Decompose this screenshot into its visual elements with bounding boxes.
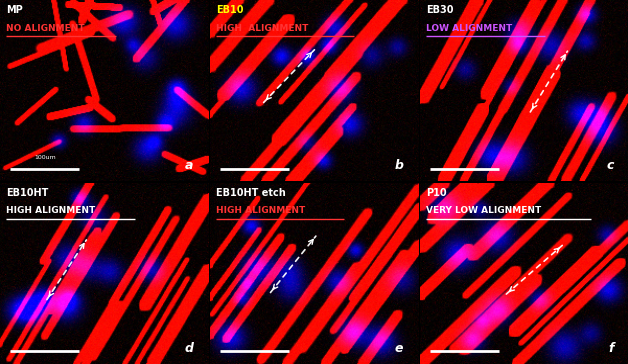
Text: NO ALIGNMENT: NO ALIGNMENT [6,24,85,32]
Text: VERY LOW ALIGNMENT: VERY LOW ALIGNMENT [426,206,541,215]
Text: EB10HT: EB10HT [6,188,48,198]
Text: f: f [608,342,614,355]
Text: EB10: EB10 [216,5,244,15]
Text: 100um: 100um [34,155,56,159]
Text: a: a [185,159,193,172]
Text: e: e [395,342,404,355]
Text: HIGH ALIGNMENT: HIGH ALIGNMENT [6,206,95,215]
Text: d: d [185,342,193,355]
Text: LOW ALIGNMENT: LOW ALIGNMENT [426,24,512,32]
Text: P10: P10 [426,188,447,198]
Text: EB30: EB30 [426,5,453,15]
Text: HIGH  ALIGNMENT: HIGH ALIGNMENT [216,24,308,32]
Text: MP: MP [6,5,23,15]
Text: b: b [394,159,404,172]
Text: c: c [606,159,614,172]
Text: EB10HT etch: EB10HT etch [216,188,286,198]
Text: HIGH ALIGNMENT: HIGH ALIGNMENT [216,206,305,215]
